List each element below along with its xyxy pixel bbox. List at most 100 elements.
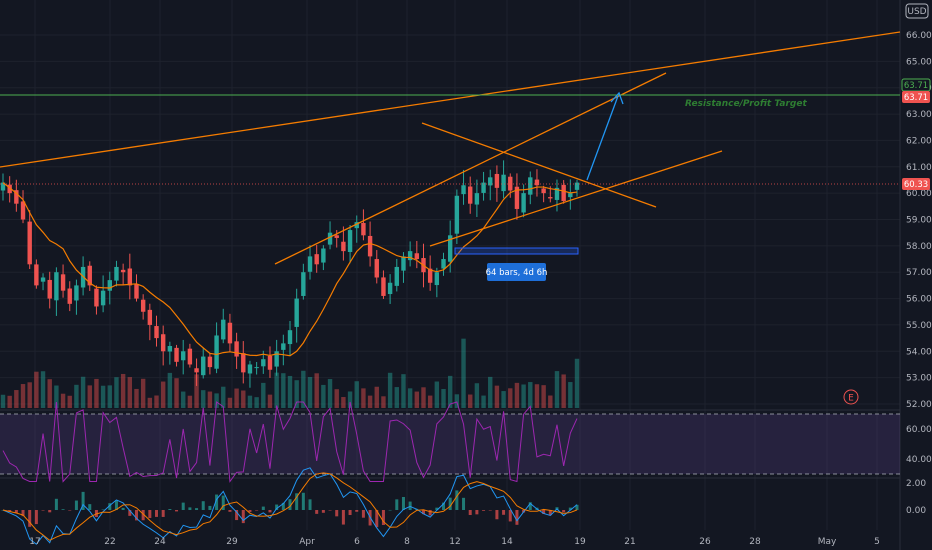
candle-body[interactable] bbox=[274, 351, 279, 367]
candle-body[interactable] bbox=[541, 188, 546, 194]
candle-body[interactable] bbox=[107, 280, 112, 291]
candle-body[interactable] bbox=[381, 277, 386, 296]
candle-body[interactable] bbox=[521, 193, 526, 213]
candle-body[interactable] bbox=[100, 290, 106, 306]
candle-body[interactable] bbox=[7, 184, 12, 194]
candle-body[interactable] bbox=[561, 184, 566, 202]
date-range-measure[interactable] bbox=[454, 247, 579, 255]
candle-body[interactable] bbox=[294, 298, 299, 327]
candle-body[interactable] bbox=[427, 268, 433, 283]
candle-body[interactable] bbox=[341, 241, 346, 252]
candle-body[interactable] bbox=[574, 182, 580, 190]
candle-body[interactable] bbox=[287, 330, 293, 345]
candle-body[interactable] bbox=[394, 266, 399, 286]
candle-body[interactable] bbox=[461, 185, 466, 195]
long-resistance-trendline[interactable] bbox=[0, 31, 901, 168]
candle-body[interactable] bbox=[194, 368, 199, 373]
candle-body[interactable] bbox=[361, 222, 366, 236]
candle-body[interactable] bbox=[387, 282, 393, 295]
earnings-icon[interactable] bbox=[843, 389, 859, 405]
candle-body[interactable] bbox=[494, 173, 500, 188]
candle-body[interactable] bbox=[254, 367, 259, 369]
candle-body[interactable] bbox=[221, 319, 226, 340]
candle-body[interactable] bbox=[160, 334, 166, 352]
candle-body[interactable] bbox=[127, 268, 133, 286]
candle-body[interactable] bbox=[34, 264, 39, 286]
candle-body[interactable] bbox=[147, 309, 153, 325]
candle-body[interactable] bbox=[67, 288, 72, 304]
candle-body[interactable] bbox=[508, 176, 513, 191]
candle-body[interactable] bbox=[401, 256, 406, 271]
candle-body[interactable] bbox=[27, 221, 32, 265]
candle-body[interactable] bbox=[20, 201, 26, 220]
candle-body[interactable] bbox=[120, 269, 126, 273]
currency-badge[interactable] bbox=[905, 3, 929, 19]
current-price-value: 60.33 bbox=[904, 180, 928, 190]
candle-body[interactable] bbox=[207, 356, 213, 368]
candle-body[interactable] bbox=[434, 272, 440, 286]
candle-body[interactable] bbox=[314, 254, 319, 265]
candle-body[interactable] bbox=[47, 279, 52, 299]
candle-body[interactable] bbox=[534, 179, 540, 186]
candle-body[interactable] bbox=[327, 232, 333, 245]
candle-body[interactable] bbox=[187, 348, 193, 365]
macd-hist-bar bbox=[548, 510, 552, 516]
candle-body[interactable] bbox=[447, 235, 453, 262]
candle-body[interactable] bbox=[548, 197, 553, 199]
candle-body[interactable] bbox=[114, 266, 119, 281]
candle-body[interactable] bbox=[488, 177, 493, 186]
candle-body[interactable] bbox=[241, 353, 246, 373]
candle-body[interactable] bbox=[354, 222, 359, 229]
candle-body[interactable] bbox=[281, 343, 286, 350]
candle-body[interactable] bbox=[60, 274, 66, 291]
channel-upper-trendline[interactable] bbox=[274, 72, 667, 265]
candle-body[interactable] bbox=[267, 355, 273, 370]
candle-body[interactable] bbox=[14, 190, 19, 204]
candle-body[interactable] bbox=[174, 347, 179, 362]
candle-body[interactable] bbox=[568, 193, 573, 198]
candle-body[interactable] bbox=[54, 272, 59, 301]
candle-body[interactable] bbox=[134, 284, 139, 299]
candle-body[interactable] bbox=[154, 326, 159, 339]
candle-body[interactable] bbox=[407, 251, 413, 261]
price-axis[interactable]: 66.0065.0064.0063.0062.0061.0060.0059.00… bbox=[906, 31, 932, 410]
candle-body[interactable] bbox=[167, 346, 173, 352]
wedge-descending-trendline[interactable] bbox=[421, 122, 657, 208]
candle-body[interactable] bbox=[201, 356, 206, 376]
candle-body[interactable] bbox=[468, 186, 473, 204]
candle-body[interactable] bbox=[227, 322, 233, 344]
candle-body[interactable] bbox=[367, 235, 373, 257]
candle-body[interactable] bbox=[214, 335, 219, 369]
candle-body[interactable] bbox=[261, 359, 266, 367]
candle-body[interactable] bbox=[528, 177, 533, 195]
candle-body[interactable] bbox=[74, 285, 79, 301]
macd-hist-bar bbox=[195, 508, 199, 510]
candle-body[interactable] bbox=[554, 187, 560, 200]
candle-body[interactable] bbox=[181, 351, 186, 361]
candle-body[interactable] bbox=[374, 259, 379, 278]
candle-body[interactable] bbox=[307, 256, 313, 272]
candle-body[interactable] bbox=[514, 186, 520, 209]
candle-body[interactable] bbox=[247, 364, 253, 374]
candle-body[interactable] bbox=[94, 288, 99, 307]
candle-body[interactable] bbox=[454, 195, 460, 234]
candle-body[interactable] bbox=[481, 182, 486, 193]
projection-arrow[interactable] bbox=[586, 95, 619, 181]
candle-body[interactable] bbox=[0, 182, 6, 191]
candle-body[interactable] bbox=[501, 174, 506, 192]
channel-lower-trendline[interactable] bbox=[429, 150, 723, 247]
candle-body[interactable] bbox=[301, 272, 306, 296]
candle-body[interactable] bbox=[234, 341, 239, 357]
candle-body[interactable] bbox=[87, 265, 92, 286]
time-axis[interactable]: 17 22 24 29 Apr 6 8 12 14 19 21 26 28 May 5 bbox=[29, 537, 880, 547]
candle-body[interactable] bbox=[40, 277, 46, 282]
candle-body[interactable] bbox=[334, 235, 339, 238]
price-tick-label: 53.00 bbox=[906, 374, 932, 384]
candle-body[interactable] bbox=[414, 253, 420, 260]
candle-body[interactable] bbox=[321, 248, 326, 263]
candle-body[interactable] bbox=[474, 193, 480, 205]
candle-body[interactable] bbox=[347, 230, 353, 253]
candle-body[interactable] bbox=[140, 299, 146, 312]
candle-body[interactable] bbox=[441, 259, 446, 269]
